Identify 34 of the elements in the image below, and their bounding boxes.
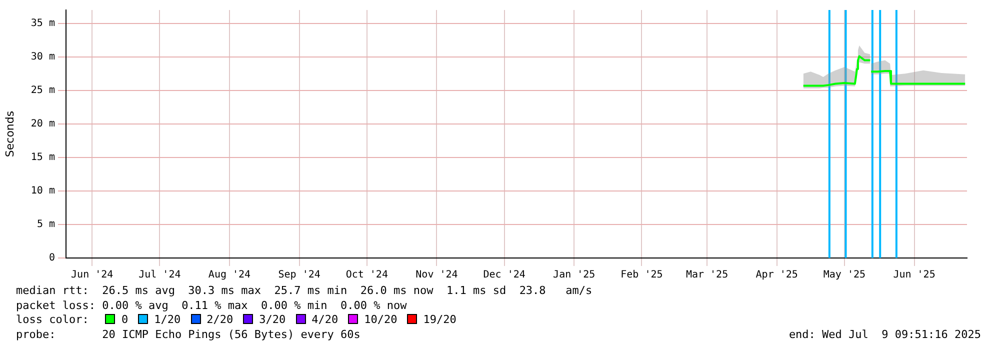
x-tick-label: Feb '25 [620, 270, 663, 281]
x-tick-label: Jun '24 [71, 270, 114, 281]
x-tick-label: Jul '24 [138, 270, 181, 281]
legend-title: loss color: [16, 313, 90, 326]
y-tick-label: 30 m [30, 52, 55, 63]
x-tick-label: Oct '24 [346, 270, 388, 281]
legend-label: 3/20 [259, 313, 286, 326]
y-tick-label: 0 [48, 252, 55, 264]
legend-label: 10/20 [364, 313, 398, 326]
y-axis-title: Seconds [3, 110, 16, 158]
y-tick-label: 5 m [36, 219, 55, 230]
y-tick-label: 20 m [30, 118, 55, 130]
legend-label: 2/20 [206, 313, 234, 326]
x-tick-label: Jan '25 [553, 270, 596, 281]
x-tick-label: Jun '25 [893, 270, 936, 281]
x-tick-label: Nov '24 [416, 270, 458, 281]
x-tick-label: Apr '25 [756, 270, 798, 281]
x-tick-label: May '25 [823, 270, 866, 281]
legend-label: 1/20 [154, 313, 181, 326]
x-tick-label: Dec '24 [483, 270, 526, 281]
text: packet loss: 0.00 % avg 0.11 % max 0.00 % min 0.00 % now [16, 298, 407, 313]
y-tick-label: 15 m [30, 152, 55, 164]
x-tick-label: Aug '24 [208, 270, 251, 281]
x-tick-label: Sep '24 [278, 270, 320, 281]
text: median rtt: 26.5 ms avg 30.3 ms max 25.7 ms min 26.0 ms now 1.1 ms sd 23.8 am/s [16, 284, 592, 298]
text: probe: 20 ICMP Echo Pings (56 Bytes) every 60s [16, 328, 360, 342]
y-tick-label: 35 m [30, 18, 55, 29]
text: end: Wed Jul 9 09:51:16 2025 [788, 328, 981, 342]
y-tick-label: 25 m [30, 85, 55, 96]
legend-label: 19/20 [423, 313, 456, 326]
x-tick-label: Mar '25 [686, 270, 728, 281]
legend-label: 4/20 [312, 313, 338, 326]
y-tick-label: 10 m [30, 186, 55, 197]
legend-label: 0 [121, 313, 128, 326]
